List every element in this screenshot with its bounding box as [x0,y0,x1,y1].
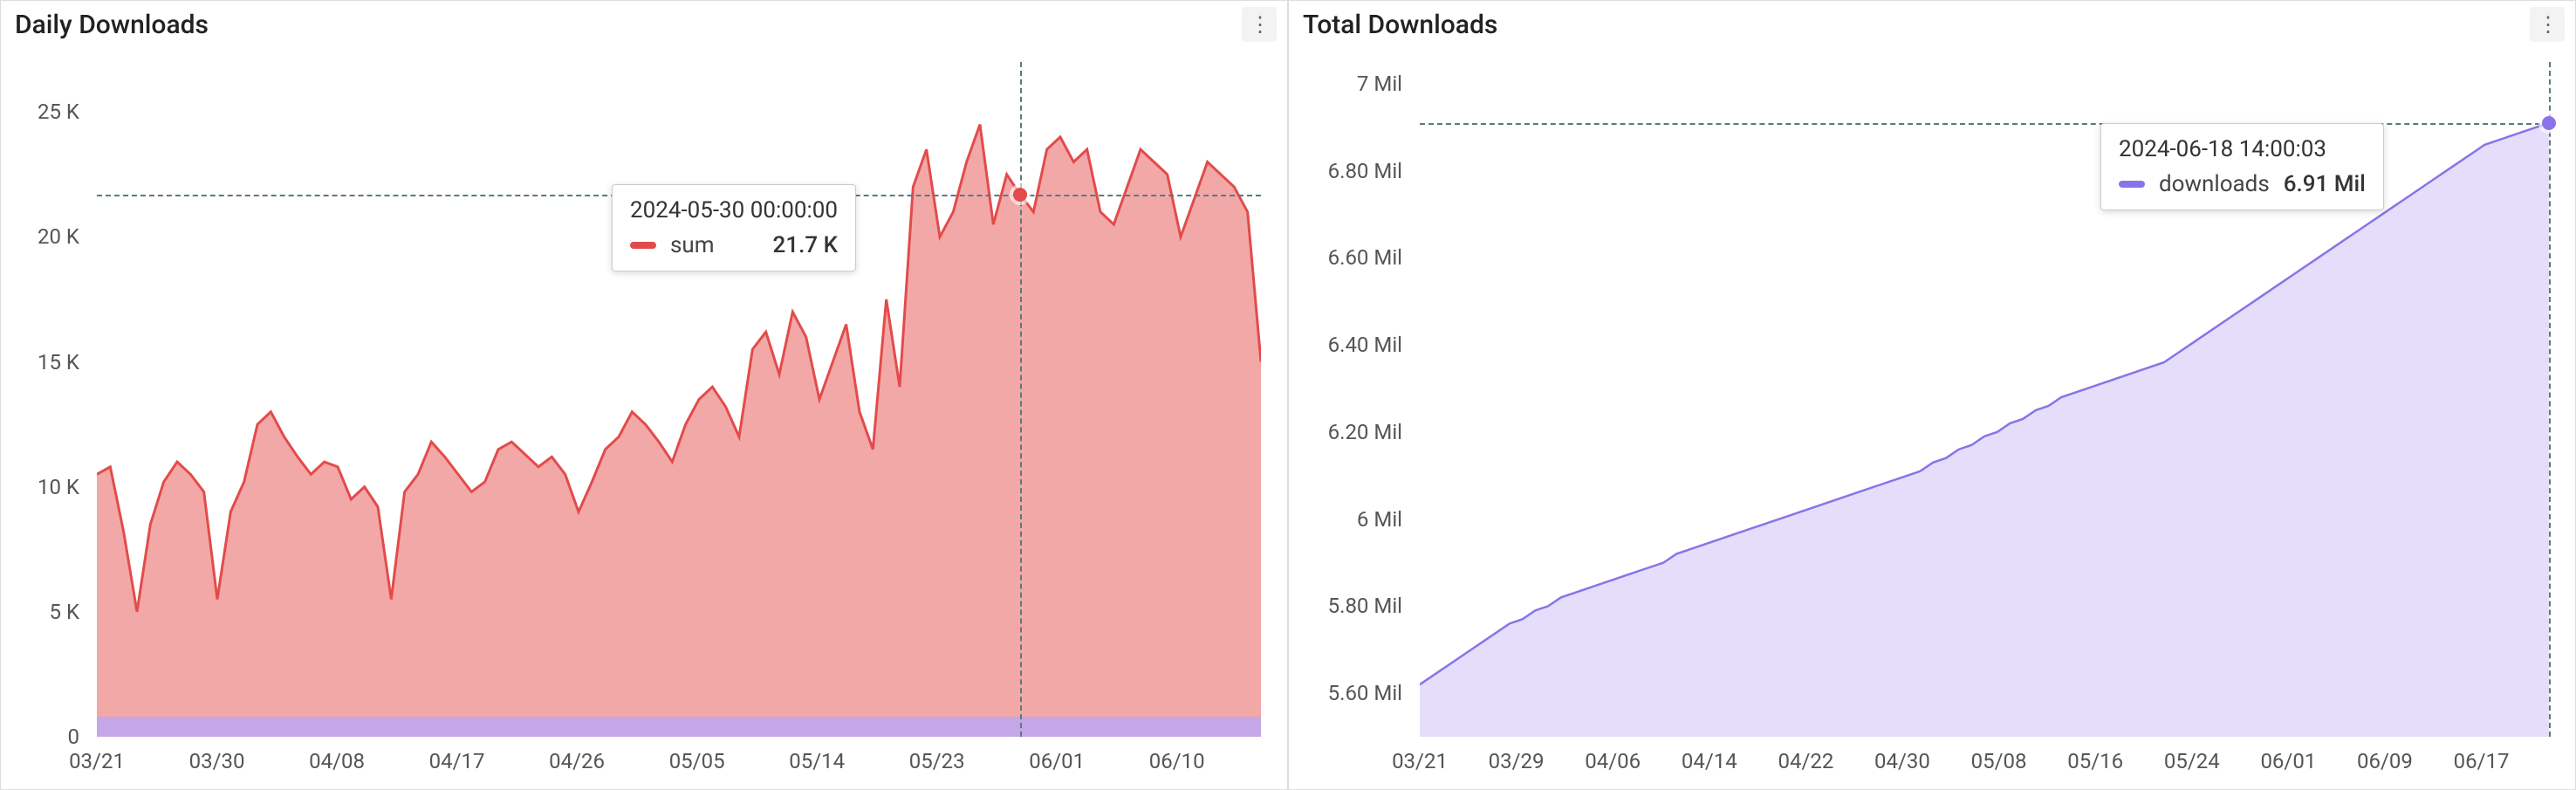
x-axis: 03/2103/3004/0804/1704/2605/0505/1405/23… [97,745,1261,780]
x-tick-label: 04/14 [1682,749,1737,773]
panel-header: Daily Downloads ⋮ [1,1,1287,45]
x-tick-label: 05/05 [669,749,725,773]
crosshair-vertical [1020,62,1022,737]
y-tick-label: 5.60 Mil [1328,681,1402,705]
y-axis: 5.60 Mil 5.80 Mil 6 Mil 6.20 Mil 6.40 Mil 6.6… [1306,62,1411,737]
y-tick-label: 5.80 Mil [1328,594,1402,618]
x-tick-label: 05/24 [2164,749,2220,773]
x-tick-label: 06/01 [1029,749,1085,773]
x-tick-label: 06/10 [1149,749,1205,773]
x-tick-label: 04/08 [309,749,365,773]
x-tick-label: 05/23 [909,749,965,773]
y-tick-label: 6.20 Mil [1328,420,1402,444]
x-tick-label: 05/14 [789,749,845,773]
x-tick-label: 04/26 [549,749,605,773]
x-tick-label: 04/17 [429,749,485,773]
x-tick-label: 06/01 [2260,749,2316,773]
y-tick-label: 7 Mil [1357,72,1402,96]
x-tick-label: 06/09 [2357,749,2413,773]
y-tick-label: 6.60 Mil [1328,245,1402,270]
daily-downloads-panel: Daily Downloads ⋮ 0 5 K 10 K 15 K 20 K 25 K 2… [0,0,1288,790]
kebab-menu-icon[interactable]: ⋮ [1242,7,1277,42]
x-tick-label: 04/30 [1874,749,1930,773]
x-tick-label: 06/17 [2454,749,2510,773]
x-tick-label: 05/08 [1971,749,2027,773]
x-tick-label: 03/21 [1392,749,1448,773]
plot-area[interactable]: 2024-05-30 00:00:00sum21.7 K [97,62,1261,737]
y-tick-label: 6 Mil [1357,507,1402,532]
hover-point [2542,116,2556,130]
y-tick-label: 20 K [38,224,79,249]
plot-area[interactable]: 2024-06-18 14:00:03downloads6.91 Mil [1420,62,2549,737]
y-tick-label: 6.40 Mil [1328,333,1402,357]
x-tick-label: 03/30 [189,749,245,773]
y-tick-label: 25 K [38,100,79,124]
panel-title: Total Downloads [1303,10,1497,40]
y-tick-label: 0 [68,725,80,749]
kebab-menu-icon[interactable]: ⋮ [2530,7,2565,42]
crosshair-horizontal [97,195,1261,196]
y-axis: 05 K10 K15 K20 K25 K [18,62,88,737]
total-downloads-panel: Total Downloads ⋮ 5.60 Mil 5.80 Mil 6 Mil 6… [1288,0,2576,790]
crosshair-vertical [2549,62,2551,737]
x-tick-label: 03/29 [1489,749,1545,773]
x-tick-label: 05/16 [2067,749,2123,773]
dashboard: Daily Downloads ⋮ 0 5 K 10 K 15 K 20 K 25 K 2… [0,0,2576,790]
x-tick-label: 04/22 [1778,749,1833,773]
x-tick-label: 03/21 [69,749,125,773]
x-tick-label: 04/06 [1585,749,1641,773]
y-tick-label: 15 K [38,350,79,374]
x-axis: 03/2103/2904/0604/1404/2204/3005/0805/16… [1420,745,2549,780]
y-tick-label: 5 K [50,600,80,624]
y-tick-label: 10 K [38,475,79,499]
panel-title: Daily Downloads [15,10,209,40]
y-tick-label: 6.80 Mil [1328,159,1402,183]
hover-point [1013,188,1027,202]
panel-header: Total Downloads ⋮ [1289,1,2575,45]
crosshair-horizontal [1420,123,2549,125]
total-chart-area[interactable]: 5.60 Mil 5.80 Mil 6 Mil 6.20 Mil 6.40 Mil 6.6… [1306,62,2558,780]
daily-chart-area[interactable]: 0 5 K 10 K 15 K 20 K 25 K 2024-05-30 00:00:00… [18,62,1270,780]
